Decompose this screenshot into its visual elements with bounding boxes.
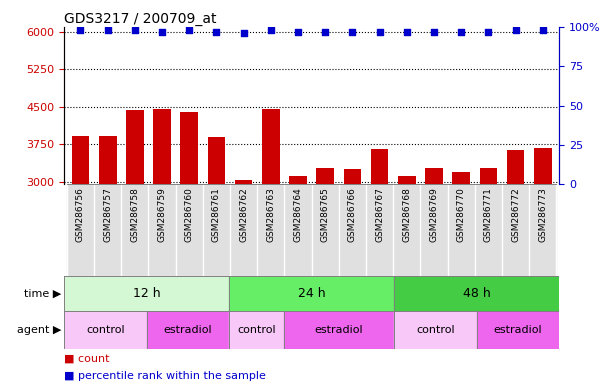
Text: estradiol: estradiol (315, 325, 364, 335)
Text: control: control (416, 325, 455, 335)
Bar (529, 184, 557, 276)
Bar (180, 113, 198, 332)
Text: GSM286763: GSM286763 (266, 187, 276, 242)
Text: 48 h: 48 h (463, 287, 491, 300)
Bar (99, 136, 117, 332)
Text: agent ▶: agent ▶ (16, 325, 61, 335)
Text: ■ count: ■ count (64, 354, 109, 364)
Bar (452, 172, 470, 332)
Bar (420, 184, 448, 276)
Text: GSM286769: GSM286769 (430, 187, 439, 242)
Bar (67, 184, 94, 276)
Point (483, 28, 493, 35)
Bar (343, 169, 361, 332)
Bar (208, 137, 225, 332)
Point (157, 28, 167, 35)
Bar (398, 176, 415, 332)
Point (130, 27, 140, 33)
Bar (229, 276, 394, 311)
Bar (71, 136, 89, 332)
Point (511, 27, 521, 33)
Bar (147, 311, 229, 349)
Bar (121, 184, 148, 276)
Point (239, 30, 249, 36)
Bar (126, 110, 144, 332)
Text: control: control (86, 325, 125, 335)
Point (185, 27, 194, 33)
Point (538, 27, 547, 33)
Bar (480, 168, 497, 332)
Bar (257, 184, 284, 276)
Text: GSM286768: GSM286768 (402, 187, 411, 242)
Text: GSM286757: GSM286757 (103, 187, 112, 242)
Text: time ▶: time ▶ (24, 289, 61, 299)
Bar (507, 150, 524, 332)
Bar (312, 184, 339, 276)
Bar (175, 184, 203, 276)
Bar (284, 184, 312, 276)
Bar (316, 168, 334, 332)
Point (76, 27, 86, 33)
Point (266, 27, 276, 33)
Bar (148, 184, 175, 276)
Bar (366, 184, 393, 276)
Point (211, 28, 221, 35)
Text: GSM286773: GSM286773 (538, 187, 547, 242)
Bar (394, 276, 559, 311)
Point (402, 28, 412, 35)
Bar (534, 148, 552, 332)
Text: GSM286758: GSM286758 (130, 187, 139, 242)
Bar (230, 184, 257, 276)
Bar (262, 109, 280, 332)
Text: 12 h: 12 h (133, 287, 161, 300)
Bar (371, 149, 389, 332)
Bar (394, 311, 477, 349)
Bar (425, 168, 443, 332)
Bar (64, 311, 147, 349)
Bar (393, 184, 420, 276)
Text: ■ percentile rank within the sample: ■ percentile rank within the sample (64, 371, 266, 381)
Point (103, 27, 112, 33)
Bar (64, 276, 229, 311)
Text: GSM286765: GSM286765 (321, 187, 330, 242)
Text: GSM286770: GSM286770 (456, 187, 466, 242)
Text: GSM286761: GSM286761 (212, 187, 221, 242)
Bar (448, 184, 475, 276)
Bar (475, 184, 502, 276)
Bar (153, 109, 171, 332)
Text: GSM286762: GSM286762 (239, 187, 248, 242)
Point (456, 28, 466, 35)
Text: control: control (237, 325, 276, 335)
Point (375, 28, 384, 35)
Text: GSM286767: GSM286767 (375, 187, 384, 242)
Point (348, 28, 357, 35)
Text: estradiol: estradiol (494, 325, 542, 335)
Text: GSM286764: GSM286764 (293, 187, 302, 242)
Text: GSM286771: GSM286771 (484, 187, 493, 242)
Bar (235, 180, 252, 332)
Point (320, 28, 330, 35)
Bar (94, 184, 121, 276)
Text: GSM286759: GSM286759 (158, 187, 167, 242)
Bar (502, 184, 529, 276)
Text: estradiol: estradiol (164, 325, 212, 335)
Bar (229, 311, 284, 349)
Point (429, 28, 439, 35)
Text: GSM286760: GSM286760 (185, 187, 194, 242)
Text: 24 h: 24 h (298, 287, 326, 300)
Bar (339, 184, 366, 276)
Point (293, 28, 303, 35)
Bar (289, 176, 307, 332)
Bar (477, 311, 559, 349)
Text: GSM286756: GSM286756 (76, 187, 85, 242)
Text: GDS3217 / 200709_at: GDS3217 / 200709_at (64, 12, 217, 26)
Text: GSM286766: GSM286766 (348, 187, 357, 242)
Bar (203, 184, 230, 276)
Bar (284, 311, 394, 349)
Text: GSM286772: GSM286772 (511, 187, 520, 242)
